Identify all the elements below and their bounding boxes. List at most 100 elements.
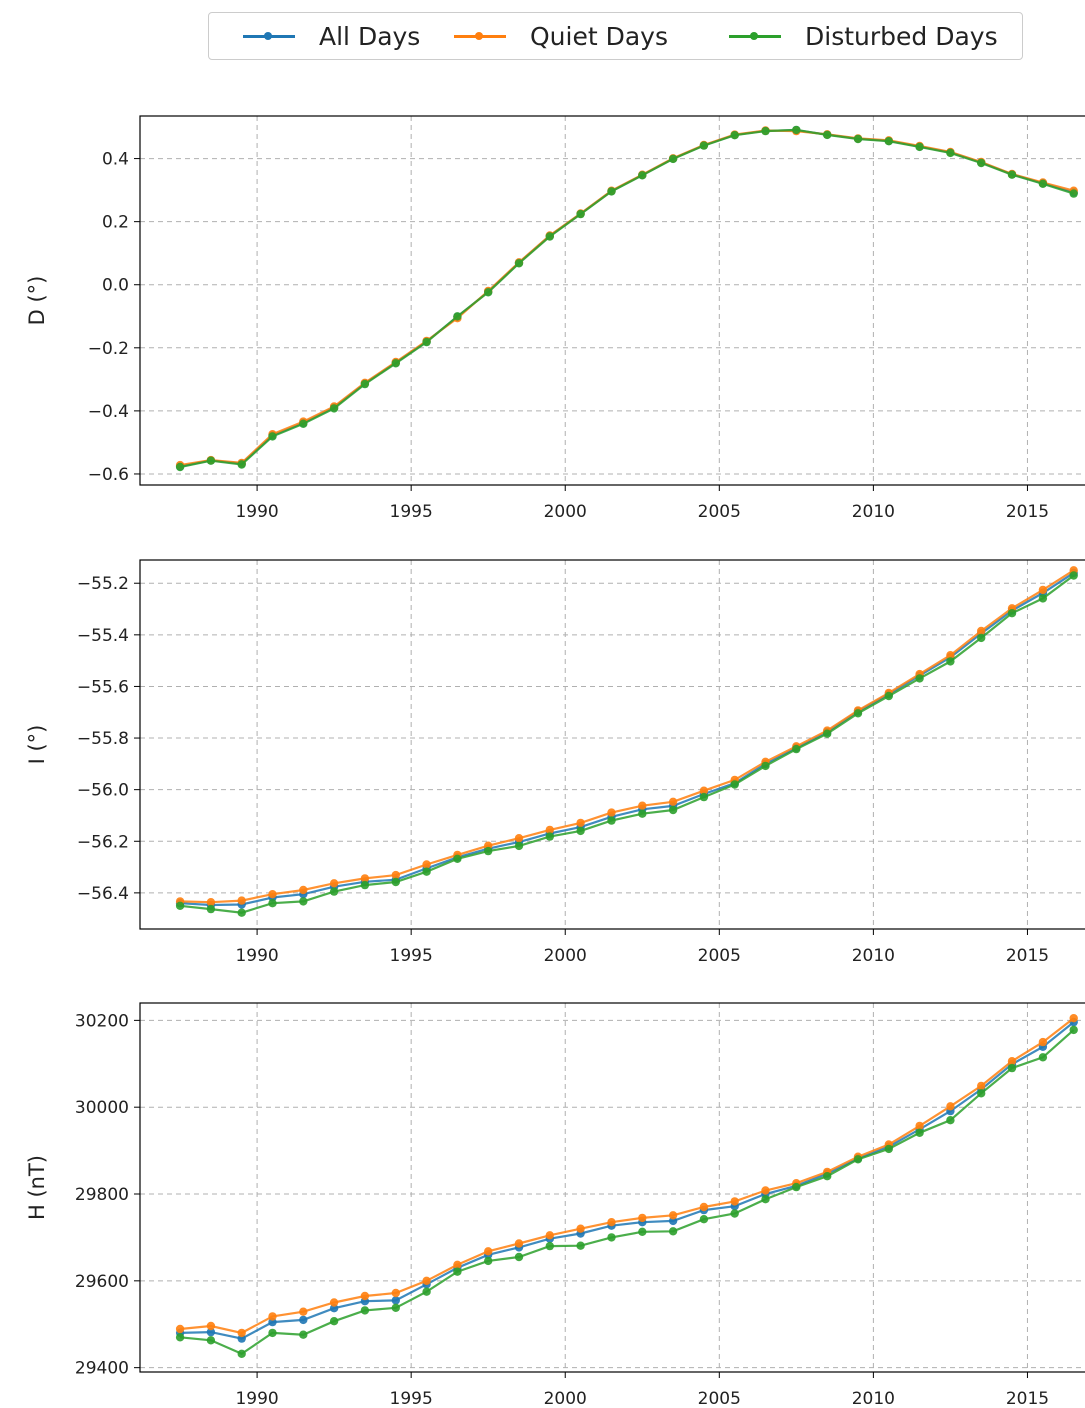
data-point-disturbed-days	[453, 854, 462, 863]
data-point-quiet-days	[946, 651, 955, 660]
data-point-disturbed-days	[638, 1227, 647, 1237]
series-line-disturbed-days	[179, 1029, 1075, 1356]
data-point-disturbed-days	[484, 1256, 493, 1266]
data-point-disturbed-days	[299, 1330, 308, 1339]
data-point-disturbed-days	[915, 142, 924, 152]
y-tick-label: −55.2	[77, 574, 129, 594]
series-line-quiet-days	[179, 1017, 1075, 1335]
data-point-disturbed-days	[607, 1233, 616, 1242]
data-point-quiet-days	[761, 1186, 770, 1195]
chart-panel-2: 1990 1995 2000 2005 2010 2015 −56.4 −56.2 −56.0 −…	[25, 559, 1085, 966]
y-tick-label: −56.2	[77, 832, 129, 852]
data-point-disturbed-days	[792, 125, 801, 135]
data-point-quiet-days	[237, 896, 246, 905]
y-tick-label: 0.0	[102, 276, 129, 296]
data-point-quiet-days	[699, 1202, 709, 1212]
data-point-quiet-days	[268, 890, 277, 899]
legend-swatch-all-days	[243, 29, 295, 43]
data-point-disturbed-days	[514, 841, 524, 851]
legend-label-disturbed-days: Disturbed Days	[805, 21, 998, 51]
data-point-disturbed-days	[1069, 571, 1078, 580]
x-tick-label: 2005	[698, 1389, 741, 1408]
data-point-disturbed-days	[853, 709, 863, 718]
legend-label-quiet-days: Quiet Days	[530, 21, 668, 51]
data-point-disturbed-days	[946, 1116, 955, 1125]
data-point-disturbed-days	[175, 901, 185, 910]
data-point-disturbed-days	[915, 1128, 924, 1138]
x-tick-label: 2005	[698, 946, 741, 966]
data-point-disturbed-days	[823, 729, 832, 738]
legend-entry-all-days: All Days	[243, 13, 420, 59]
data-point-disturbed-days	[607, 187, 616, 196]
data-point-disturbed-days	[175, 462, 185, 472]
data-point-disturbed-days	[946, 148, 955, 158]
legend-label-all-days: All Days	[319, 21, 421, 51]
legend-entry-disturbed-days: Disturbed Days	[729, 13, 998, 59]
y-axis-label: I (°)	[25, 725, 49, 765]
data-point-quiet-days	[206, 898, 216, 907]
x-tick-label: 2010	[852, 946, 895, 966]
data-point-disturbed-days	[977, 633, 986, 643]
data-point-disturbed-days	[453, 1267, 462, 1276]
data-point-quiet-days	[299, 885, 308, 895]
series-line-disturbed-days	[179, 574, 1075, 914]
data-point-disturbed-days	[391, 1303, 400, 1313]
data-point-disturbed-days	[299, 897, 308, 906]
data-point-disturbed-days	[237, 1349, 246, 1359]
data-point-disturbed-days	[545, 1241, 554, 1251]
data-point-quiet-days	[391, 870, 400, 880]
y-tick-label: 29600	[75, 1272, 129, 1292]
data-point-quiet-days	[237, 1328, 246, 1338]
data-point-disturbed-days	[175, 1333, 185, 1342]
data-point-disturbed-days	[576, 826, 585, 836]
y-axis-label: H (nT)	[25, 1155, 49, 1220]
data-point-disturbed-days	[268, 432, 277, 441]
data-point-disturbed-days	[884, 137, 893, 146]
axes-frame	[139, 115, 1085, 486]
data-point-quiet-days	[607, 808, 616, 817]
data-point-quiet-days	[453, 1260, 462, 1270]
y-tick-label: 0.2	[102, 213, 129, 233]
data-point-disturbed-days	[668, 805, 678, 815]
data-point-quiet-days	[1069, 1014, 1078, 1023]
data-point-disturbed-days	[391, 877, 400, 887]
x-tick-label: 1990	[235, 1389, 278, 1408]
data-point-disturbed-days	[1007, 170, 1017, 179]
data-point-disturbed-days	[329, 404, 339, 413]
data-point-disturbed-days	[915, 674, 924, 683]
x-tick-label: 2015	[1006, 502, 1049, 522]
data-point-disturbed-days	[730, 1209, 739, 1218]
data-point-disturbed-days	[977, 1089, 986, 1098]
data-point-quiet-days	[360, 874, 370, 883]
data-point-quiet-days	[422, 860, 431, 869]
axes-frame	[139, 1002, 1085, 1373]
data-point-disturbed-days	[391, 359, 400, 368]
data-point-disturbed-days	[1038, 1053, 1048, 1062]
data-point-disturbed-days	[792, 744, 801, 754]
data-point-disturbed-days	[853, 1155, 863, 1164]
x-tick-label: 1995	[390, 502, 433, 522]
data-point-disturbed-days	[1069, 189, 1078, 198]
data-point-quiet-days	[607, 1218, 616, 1227]
data-point-disturbed-days	[545, 232, 554, 241]
data-point-quiet-days	[638, 1213, 647, 1223]
data-point-disturbed-days	[453, 312, 462, 321]
series-line-quiet-days	[179, 129, 1074, 467]
data-point-disturbed-days	[946, 657, 955, 666]
data-point-disturbed-days	[484, 846, 493, 856]
data-point-quiet-days	[175, 1324, 185, 1334]
data-point-disturbed-days	[884, 1144, 893, 1154]
data-point-disturbed-days	[360, 1306, 370, 1315]
data-point-disturbed-days	[607, 816, 616, 825]
data-point-disturbed-days	[792, 1182, 801, 1192]
y-tick-label: 0.4	[102, 150, 129, 170]
series-line-all-days	[180, 1021, 1075, 1340]
data-point-disturbed-days	[730, 780, 739, 789]
data-point-disturbed-days	[638, 171, 647, 180]
data-point-disturbed-days	[823, 130, 832, 140]
x-tick-label: 1995	[390, 1389, 433, 1408]
y-tick-label: −0.4	[88, 402, 129, 422]
x-tick-label: 1995	[390, 946, 433, 966]
data-point-quiet-days	[329, 879, 339, 888]
data-point-disturbed-days	[730, 131, 739, 140]
